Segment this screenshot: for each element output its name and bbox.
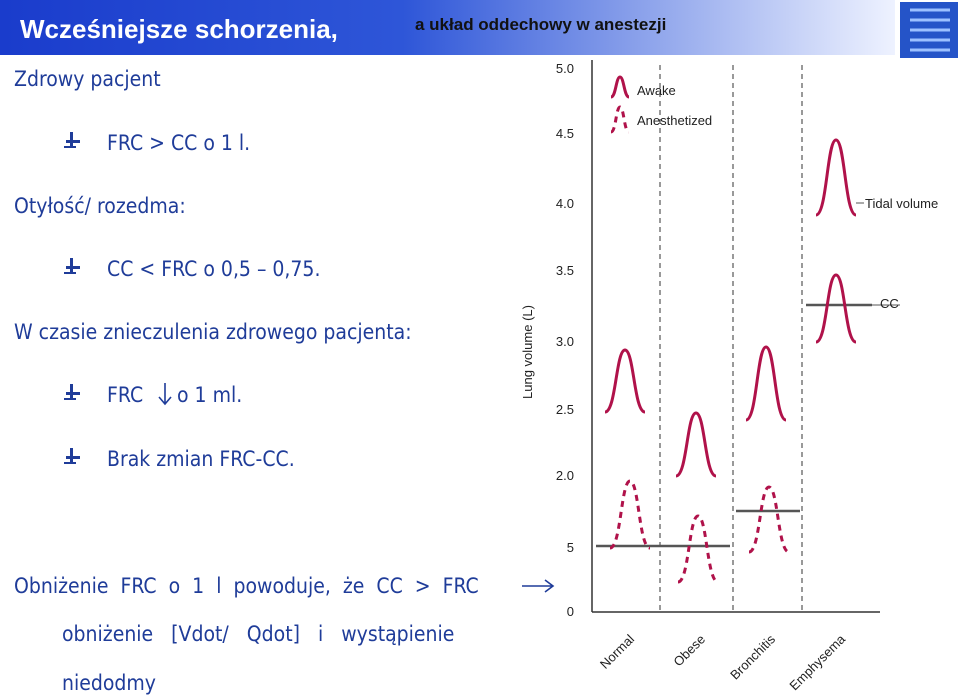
category-label: Normal	[597, 631, 637, 671]
conclusion: Obniżenie FRC o 1 l powoduje, że CC > FR…	[14, 574, 479, 598]
y-tick-label: 5.0	[556, 61, 574, 76]
y-tick-label: 0	[567, 604, 574, 619]
curve-anesthetized	[609, 479, 651, 550]
curve-awake	[815, 138, 857, 217]
bullet: FRC > CC o 1 l.	[107, 131, 250, 155]
annotation: CC	[880, 296, 899, 311]
y-tick-label: 5	[567, 540, 574, 555]
curve-anesthetized	[610, 105, 630, 134]
bullet: o 1 ml.	[177, 383, 242, 407]
heading: W czasie znieczulenia zdrowego pacjenta:	[14, 320, 412, 344]
down-arrow	[158, 383, 172, 406]
y-tick-label: 3.5	[556, 263, 574, 278]
logo-lines	[910, 8, 950, 52]
category-label: Emphysema	[786, 631, 848, 693]
curve-awake	[610, 75, 630, 99]
conclusion: niedodmy	[62, 671, 156, 695]
subtitle: a układ oddechowy w anestezji	[415, 15, 666, 34]
conclusion: obniżenie [Vdot/ Qdot] i wystąpienie	[62, 622, 454, 646]
curve-awake	[675, 411, 717, 478]
y-axis-label: Lung volume (L)	[520, 305, 535, 399]
heading: Zdrowy pacjent	[14, 67, 161, 91]
category-label: Bronchitis	[727, 631, 778, 682]
y-tick-label: 3.0	[556, 334, 574, 349]
y-tick-label: 2.0	[556, 468, 574, 483]
bullet: FRC	[107, 383, 143, 407]
y-tick-label: 4.0	[556, 196, 574, 211]
figure: Lung volume (L) 5.04.54.03.53.02.52.050 …	[520, 60, 938, 693]
right-arrow	[522, 579, 555, 593]
legend-label: Awake	[637, 83, 676, 98]
separators	[659, 65, 803, 612]
bullet: Brak zmian FRC-CC.	[107, 447, 295, 471]
y-tick-label: 2.5	[556, 402, 574, 417]
curve-awake	[745, 345, 787, 422]
curve-anesthetized	[677, 514, 719, 584]
curve-anesthetized	[748, 485, 790, 554]
legend-label: Anesthetized	[637, 113, 712, 128]
title: Wcześniejsze schorzenia,	[20, 14, 338, 44]
curve-awake	[815, 273, 857, 344]
annotation: Tidal volume	[865, 196, 938, 211]
y-tick-label: 4.5	[556, 126, 574, 141]
category-label: Obese	[670, 632, 708, 670]
heading: Otyłość/ rozedma:	[14, 194, 186, 218]
bullet-icons	[64, 132, 80, 464]
curve-awake	[604, 348, 646, 414]
header-bar	[0, 0, 895, 55]
bullet: CC < FRC o 0,5 – 0,75.	[107, 257, 320, 281]
